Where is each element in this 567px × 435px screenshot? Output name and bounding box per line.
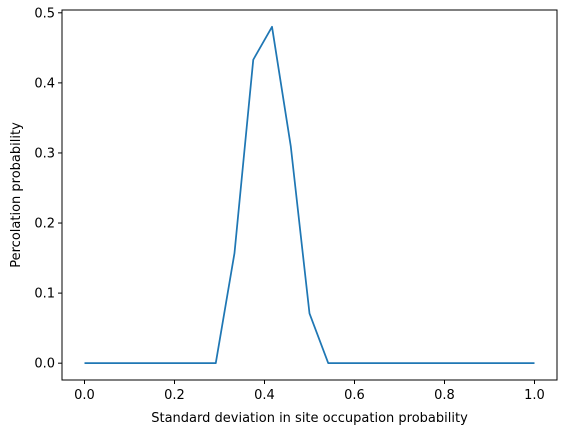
axes-frame: [61, 9, 558, 381]
y-tick-label: 0.3: [34, 146, 55, 161]
x-axis-ticks: 0.0 0.2 0.4 0.6 0.8 1.0: [74, 380, 545, 403]
x-tick-label: 0.8: [434, 388, 455, 403]
x-tick-label: 0.4: [254, 388, 275, 403]
y-tick-label: 0.5: [34, 6, 55, 21]
y-axis-ticks: 0.0 0.1 0.2 0.3 0.4 0.5: [34, 6, 62, 372]
y-tick-label: 0.4: [34, 76, 55, 91]
x-tick-label: 0.0: [74, 388, 95, 403]
x-tick-label: 0.2: [164, 388, 185, 403]
y-tick-label: 0.2: [34, 217, 55, 232]
plot-area: [84, 25, 535, 365]
x-tick-label: 0.6: [344, 388, 365, 403]
y-axis-label: Percolation probability: [9, 122, 24, 268]
x-tick-label: 1.0: [524, 388, 545, 403]
series-line-0: [84, 25, 535, 365]
y-tick-label: 0.0: [34, 357, 55, 372]
x-axis-label: Standard deviation in site occupation pr…: [151, 411, 468, 426]
y-tick-label: 0.1: [34, 287, 55, 302]
